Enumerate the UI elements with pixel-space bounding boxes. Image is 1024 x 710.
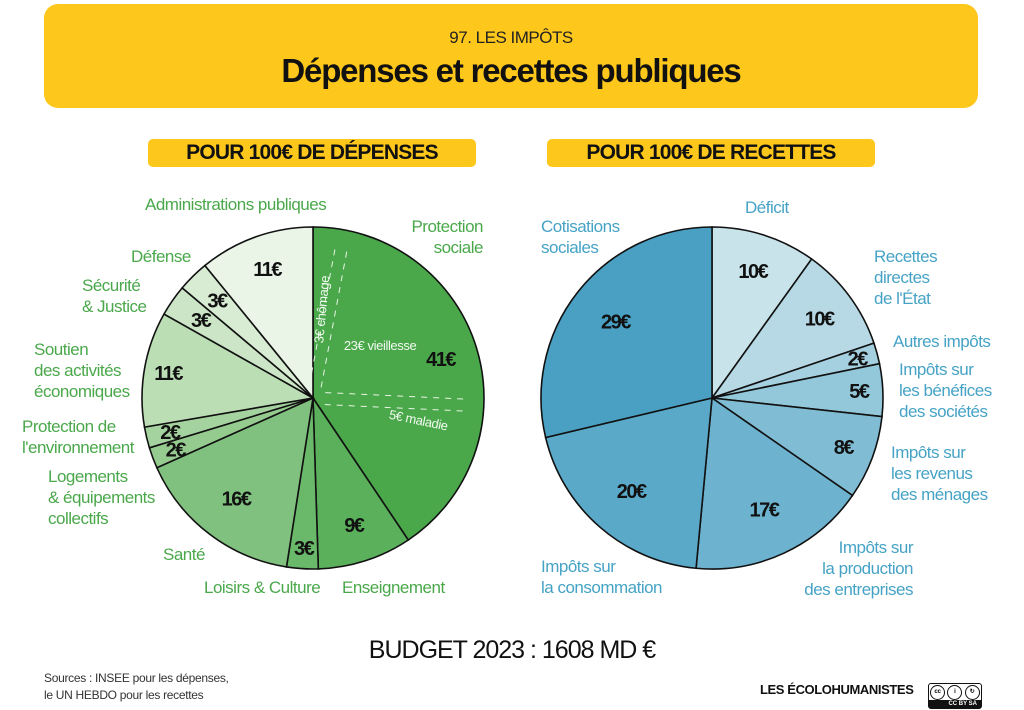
value-label-depenses-3: 16€ <box>222 488 252 510</box>
budget-total: BUDGET 2023 : 1608 MD € <box>368 636 656 664</box>
chapter-label: 97. LES IMPÔTS <box>449 28 573 47</box>
pie-slice-depenses-1 <box>312 395 410 570</box>
share-alike-icon: ↻ <box>964 685 980 700</box>
label-cotisations-sociales: Cotisations sociales <box>541 217 620 257</box>
value-label-depenses-6: 11€ <box>154 363 183 385</box>
recettes-title: POUR 100€ DE RECETTES <box>547 139 875 167</box>
label-impots-consommation: Impôts sur la consommation <box>541 557 663 597</box>
pie-slice-depenses-0 <box>312 226 485 542</box>
license-text: CC BY SA <box>929 700 981 708</box>
attribution-icon: i <box>947 685 963 700</box>
label-environnement: Protection de l'environnement <box>22 417 134 457</box>
label-soutien-activites: Soutien des activités économiques <box>34 340 130 401</box>
value-label-recettes-7: 29€ <box>601 312 631 334</box>
value-label-recettes-4: 8€ <box>834 437 855 459</box>
value-label-recettes-5: 17€ <box>749 500 779 522</box>
label-securite-justice: Sécurité & Justice <box>82 276 147 316</box>
value-label-depenses-1: 9€ <box>344 515 365 537</box>
pie-slice-recettes-0 <box>711 226 813 401</box>
value-label-recettes-6: 20€ <box>617 481 647 503</box>
pie-slice-recettes-6 <box>544 396 713 570</box>
label-administrations: Administrations publiques <box>145 195 327 214</box>
label-impots-production: Impôts sur la production des entreprises <box>804 538 913 599</box>
value-label-recettes-0: 10€ <box>738 261 768 283</box>
value-label-depenses-7: 3€ <box>191 310 212 332</box>
label-logements: Logements & équipements collectifs <box>48 467 155 528</box>
label-defense: Défense <box>131 247 191 266</box>
label-deficit: Déficit <box>745 198 789 217</box>
label-enseignement: Enseignement <box>342 578 445 597</box>
value-label-depenses-4: 2€ <box>166 439 187 461</box>
pie-slice-recettes-1 <box>709 257 875 400</box>
header-banner: 97. LES IMPÔTS Dépenses et recettes publ… <box>44 4 978 108</box>
value-label-depenses-0: 41€ <box>426 349 456 371</box>
pie-slice-recettes-5 <box>695 396 854 570</box>
brand-logo: LES ÉCOLOHUMANISTES <box>760 682 914 697</box>
pie-slice-depenses-6 <box>141 312 316 429</box>
cc-icons: cc i ↻ <box>929 684 981 700</box>
sub-label-0: 3€ chômage <box>311 275 332 344</box>
label-recettes-directes: Recettes directes de l'État <box>874 247 938 308</box>
value-label-recettes-1: 10€ <box>805 309 835 331</box>
cc-license-badge: cc i ↻ CC BY SA <box>928 683 982 709</box>
label-loisirs-culture: Loisirs & Culture <box>204 578 321 597</box>
label-autres-impots: Autres impôts <box>893 332 991 351</box>
pie-slice-depenses-3 <box>155 396 315 568</box>
value-label-recettes-2: 2€ <box>848 349 869 371</box>
label-impots-revenus: Impôts sur les revenus des ménages <box>891 443 988 504</box>
value-label-depenses-5: 2€ <box>160 422 181 444</box>
value-label-recettes-3: 5€ <box>849 381 870 403</box>
sub-label-1: 23€ vieillesse <box>344 338 417 353</box>
sources-note: Sources : INSEE pour les dépenses, le UN… <box>44 671 229 702</box>
label-impots-benefices: Impôts sur les bénéfices des sociétés <box>899 360 992 421</box>
pie-slice-recettes-7 <box>540 226 713 439</box>
value-label-depenses-9: 11€ <box>253 259 282 281</box>
cc-icon: cc <box>930 685 946 700</box>
page-title: Dépenses et recettes publiques <box>281 52 741 89</box>
depenses-title: POUR 100€ DE DÉPENSES <box>148 139 476 167</box>
pie-slice-depenses-9 <box>203 226 314 401</box>
value-label-depenses-2: 3€ <box>294 538 315 560</box>
value-label-depenses-8: 3€ <box>207 291 228 313</box>
label-protection-sociale: Protection sociale <box>411 217 483 257</box>
label-sante: Santé <box>163 545 205 564</box>
